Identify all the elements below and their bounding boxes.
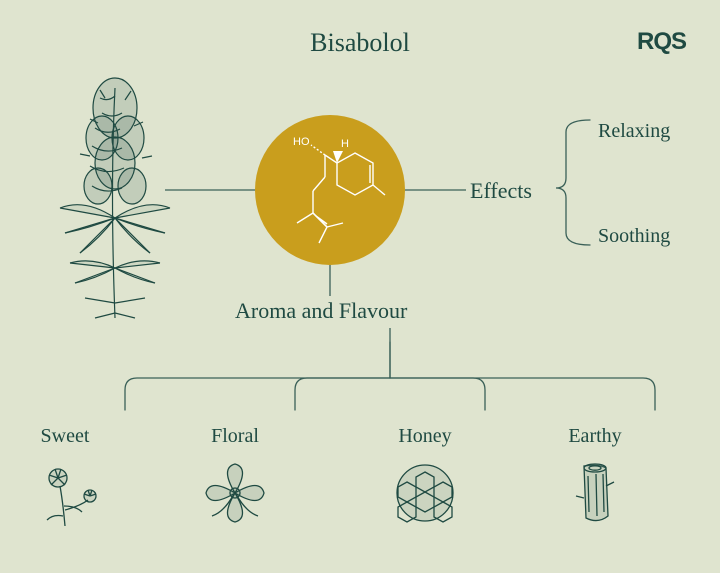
molecule-structure-icon: HO H xyxy=(255,115,405,265)
effects-heading: Effects xyxy=(470,178,532,204)
molecule-label-h: H xyxy=(341,138,349,150)
infographic-canvas: Bisabolol RQS xyxy=(0,0,720,573)
aroma-earthy: Earthy xyxy=(535,425,655,534)
effect-soothing: Soothing xyxy=(598,225,670,248)
log-icon xyxy=(560,458,630,528)
aroma-heading: Aroma and Flavour xyxy=(235,298,407,324)
aroma-floral-label: Floral xyxy=(175,425,295,448)
flower-stem-icon xyxy=(30,458,100,528)
honeycomb-icon xyxy=(390,458,460,528)
aroma-floral: Floral xyxy=(175,425,295,534)
brand-logo: RQS xyxy=(637,28,686,56)
molecule-label-ho: HO xyxy=(293,136,310,148)
molecule-circle: HO H xyxy=(255,115,405,265)
blossom-icon xyxy=(200,458,270,528)
cannabis-plant-icon xyxy=(30,68,200,328)
aroma-honey-label: Honey xyxy=(365,425,485,448)
aroma-earthy-label: Earthy xyxy=(535,425,655,448)
effect-relaxing: Relaxing xyxy=(598,120,670,143)
page-title: Bisabolol xyxy=(0,28,720,58)
aroma-sweet-label: Sweet xyxy=(5,425,125,448)
aroma-sweet: Sweet xyxy=(5,425,125,534)
aroma-honey: Honey xyxy=(365,425,485,534)
